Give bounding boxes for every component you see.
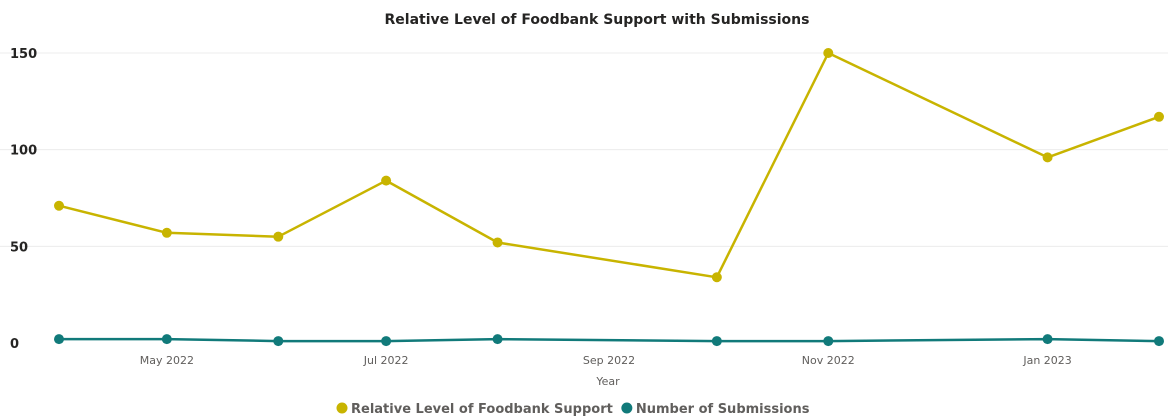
- y-tick-label: 0: [10, 337, 19, 352]
- x-axis-label: Year: [595, 375, 620, 388]
- data-point[interactable]: [381, 336, 392, 347]
- data-point[interactable]: [711, 336, 722, 347]
- y-axis-ticks: 0 50 100 150: [10, 47, 37, 352]
- y-tick-label: 50: [10, 240, 28, 255]
- data-point[interactable]: [161, 227, 172, 238]
- chart-title: Relative Level of Foodbank Support with …: [385, 12, 810, 28]
- data-point[interactable]: [1154, 336, 1164, 347]
- data-point[interactable]: [823, 48, 834, 58]
- x-tick-label: Sep 2022: [583, 354, 635, 367]
- legend-label: Relative Level of Foodbank Support: [351, 402, 613, 417]
- y-tick-label: 100: [10, 144, 37, 159]
- legend-item[interactable]: Relative Level of Foodbank Support: [336, 402, 613, 417]
- x-tick-label: Nov 2022: [802, 354, 855, 367]
- data-point[interactable]: [711, 272, 722, 283]
- data-point[interactable]: [54, 334, 64, 345]
- series-line: [59, 337, 1160, 343]
- data-point[interactable]: [1042, 152, 1053, 163]
- data-point[interactable]: [273, 336, 284, 347]
- data-point[interactable]: [1154, 111, 1164, 122]
- data-point[interactable]: [54, 200, 64, 211]
- legend-marker: [621, 402, 633, 414]
- series-line: [58, 51, 1160, 279]
- data-point[interactable]: [492, 334, 503, 345]
- legend-item[interactable]: Number of Submissions: [621, 402, 810, 417]
- x-tick-label: May 2022: [140, 354, 194, 367]
- series-0: [54, 48, 1164, 283]
- data-point[interactable]: [1042, 334, 1053, 345]
- x-tick-label: Jul 2022: [363, 354, 409, 367]
- gridlines: [0, 52, 1168, 247]
- y-tick-label: 150: [10, 47, 37, 62]
- data-point[interactable]: [823, 336, 834, 347]
- x-axis-ticks: May 2022 Jul 2022 Sep 2022 Nov 2022 Jan 2023: [140, 354, 1072, 367]
- series-layer: [54, 48, 1164, 347]
- legend[interactable]: Relative Level of Foodbank Support Number…: [336, 402, 810, 417]
- data-point[interactable]: [273, 231, 284, 242]
- legend-marker: [336, 402, 348, 414]
- data-point[interactable]: [492, 237, 503, 248]
- legend-label: Number of Submissions: [636, 402, 810, 417]
- series-1: [54, 334, 1164, 347]
- data-point[interactable]: [161, 334, 172, 345]
- data-point[interactable]: [381, 175, 392, 186]
- x-tick-label: Jan 2023: [1022, 354, 1071, 367]
